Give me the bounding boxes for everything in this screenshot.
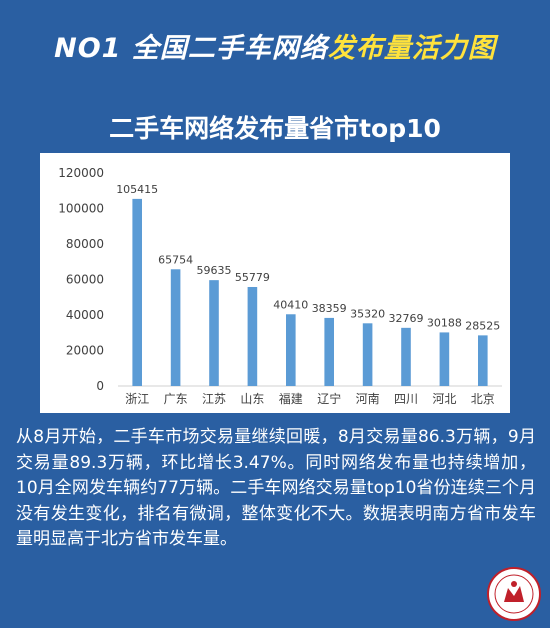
x-tick-label: 广东 [164,392,188,406]
x-tick-label: 山东 [240,392,264,406]
y-tick-label: 80000 [66,237,104,251]
y-tick-label: 100000 [58,202,104,216]
data-label: 38359 [312,302,347,315]
data-label: 40410 [273,298,308,311]
bar [170,269,181,386]
page-title-highlight: 发布量活力图 [327,33,496,64]
bar [286,314,296,386]
x-tick-label: 江苏 [202,392,226,406]
chart-panel: 二手车网络发布量省市top10 0 20000 40000 60000 80000 100… [40,95,510,413]
bar-chart: 0 20000 40000 60000 80000 100000 120000 105415 浙… [58,166,502,406]
bar [324,317,334,386]
bar [209,280,219,386]
y-tick-label: 0 [96,379,104,393]
y-tick-label: 20000 [66,344,104,358]
x-tick-label: 浙江 [125,392,149,406]
page-title: NO1 全国二手车网络发布量活力图 [0,26,550,65]
bar [439,332,450,386]
bar [247,286,258,386]
bar [478,335,488,386]
bar [362,323,373,386]
data-label: 35320 [350,307,385,320]
chart-title-bar: 二手车网络发布量省市top10 [40,95,510,153]
bar [401,327,411,386]
x-tick-label: 四川 [394,392,418,406]
y-tick-label: 40000 [66,308,104,322]
bar [132,198,142,386]
data-label: 32769 [389,312,424,325]
data-label: 65754 [158,253,193,266]
y-tick-label: 60000 [66,273,104,287]
header: NO1 全国二手车网络发布量活力图 [0,0,550,92]
x-tick-label: 河南 [356,391,380,406]
x-tick-label: 福建 [279,391,303,406]
chart-title: 二手车网络发布量省市top10 [109,114,441,143]
x-tick-label: 辽宁 [317,391,341,406]
x-tick-label: 北京 [471,392,495,406]
x-tick-label: 河北 [432,392,456,406]
data-label: 55779 [235,271,270,284]
data-label: 30188 [427,316,462,329]
data-label: 105415 [116,183,158,196]
data-label: 28525 [465,319,500,332]
description-paragraph: 从8月开始，二手车市场交易量继续回暖，8月交易量86.3万辆，9月交易量89.3… [16,427,536,549]
y-tick-label: 120000 [58,166,104,180]
seal-logo-icon [487,567,541,621]
data-label: 59635 [197,264,232,277]
page-title-main: NO1 全国二手车网络 [54,33,328,64]
